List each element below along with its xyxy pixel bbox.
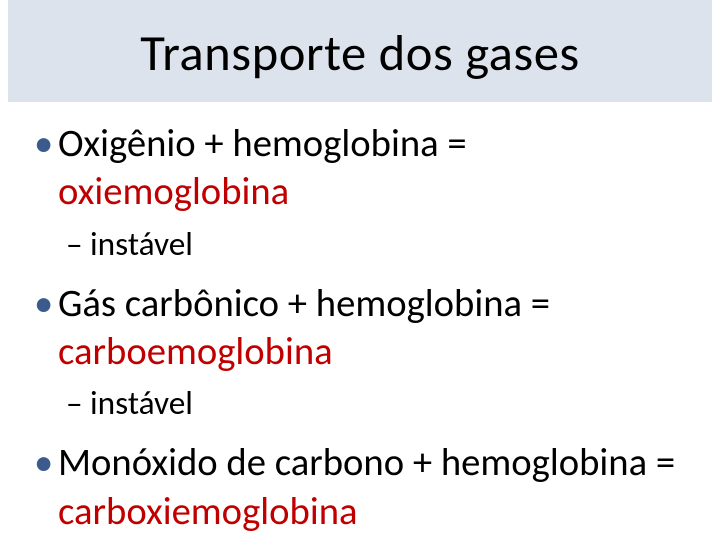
bullet-list: Oxigênio + hemoglobina = oxiemoglobina i… bbox=[28, 120, 692, 540]
sub-item: instável bbox=[58, 223, 692, 264]
bullet-prefix: Monóxido de carbono + hemoglobina = bbox=[58, 439, 675, 486]
slide-body: Oxigênio + hemoglobina = oxiemoglobina i… bbox=[0, 102, 720, 540]
bullet-line: Monóxido de carbono + hemoglobina = carb… bbox=[58, 439, 692, 536]
list-item: Gás carbônico + hemoglobina = carboemogl… bbox=[28, 280, 692, 424]
list-item: Oxigênio + hemoglobina = oxiemoglobina i… bbox=[28, 120, 692, 264]
slide-title: Transporte dos gases bbox=[28, 22, 692, 84]
sub-item: instável bbox=[58, 382, 692, 423]
sub-list: instável bbox=[58, 382, 692, 423]
list-item: Monóxido de carbono + hemoglobina = carb… bbox=[28, 439, 692, 540]
title-box: Transporte dos gases bbox=[8, 0, 712, 102]
slide: Transporte dos gases Oxigênio + hemoglob… bbox=[0, 0, 720, 540]
bullet-highlight: oxiemoglobina bbox=[58, 168, 289, 215]
bullet-line: Gás carbônico + hemoglobina = carboemogl… bbox=[58, 280, 692, 377]
bullet-prefix: Oxigênio + hemoglobina = bbox=[58, 120, 467, 167]
bullet-highlight: carboxiemoglobina bbox=[58, 488, 358, 535]
sub-list: instável bbox=[58, 223, 692, 264]
bullet-prefix: Gás carbônico + hemoglobina = bbox=[58, 280, 550, 327]
bullet-highlight: carboemoglobina bbox=[58, 328, 333, 375]
bullet-line: Oxigênio + hemoglobina = oxiemoglobina bbox=[58, 120, 692, 217]
